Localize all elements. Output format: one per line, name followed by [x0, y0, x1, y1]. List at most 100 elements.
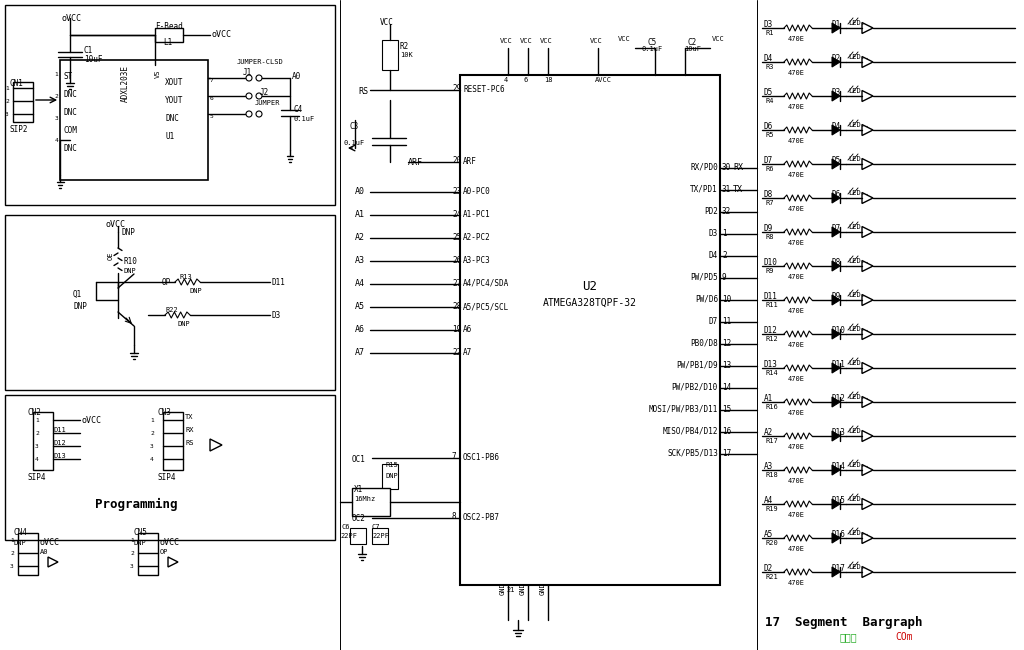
- Text: ARF: ARF: [408, 158, 423, 167]
- Text: 30: 30: [722, 163, 731, 172]
- Text: OP: OP: [160, 549, 169, 555]
- Text: R3: R3: [766, 64, 774, 70]
- Text: 14: 14: [722, 383, 731, 392]
- Text: F-Bead: F-Bead: [155, 22, 182, 31]
- Text: R15: R15: [385, 462, 397, 468]
- Text: D11: D11: [831, 360, 846, 369]
- Polygon shape: [862, 465, 873, 476]
- Text: CN3: CN3: [158, 408, 172, 417]
- Text: 0.1uF: 0.1uF: [294, 116, 315, 122]
- Text: 18: 18: [544, 77, 553, 83]
- Text: C7: C7: [372, 524, 381, 530]
- Polygon shape: [831, 465, 840, 475]
- Bar: [163, 412, 183, 470]
- Polygon shape: [210, 439, 222, 451]
- Text: 470E: 470E: [788, 172, 805, 178]
- Polygon shape: [862, 396, 873, 408]
- Text: D14: D14: [831, 462, 846, 471]
- Polygon shape: [862, 192, 873, 203]
- Text: RS: RS: [358, 87, 368, 96]
- Text: D3: D3: [764, 20, 773, 29]
- Text: LED: LED: [848, 156, 861, 162]
- Text: oVCC: oVCC: [62, 14, 82, 23]
- Text: TX/PD1: TX/PD1: [690, 185, 718, 194]
- Text: ST: ST: [63, 72, 73, 81]
- Text: oVCC: oVCC: [160, 538, 180, 547]
- Text: DNC: DNC: [165, 114, 179, 123]
- Bar: [382, 464, 398, 489]
- Bar: [5, 215, 335, 390]
- Text: A3-PC3: A3-PC3: [463, 256, 490, 265]
- Text: oVCC: oVCC: [212, 30, 232, 39]
- Text: 10uF: 10uF: [84, 55, 102, 64]
- Text: VS: VS: [155, 70, 161, 79]
- Text: 0.1uF: 0.1uF: [642, 46, 664, 52]
- Text: 23: 23: [452, 187, 461, 196]
- Text: D8: D8: [764, 190, 773, 199]
- Text: C2: C2: [688, 38, 697, 47]
- Text: DNP: DNP: [190, 288, 203, 294]
- Text: C4: C4: [294, 105, 303, 114]
- Text: A0: A0: [292, 72, 301, 81]
- Polygon shape: [831, 57, 840, 67]
- Text: JUMPER-CLSD: JUMPER-CLSD: [237, 59, 284, 65]
- Polygon shape: [831, 159, 840, 169]
- Text: D10: D10: [831, 326, 846, 335]
- Text: D3: D3: [272, 311, 282, 320]
- Text: 0.1uF: 0.1uF: [344, 140, 366, 146]
- Text: 1: 1: [722, 229, 727, 238]
- Text: L1: L1: [163, 38, 172, 47]
- Text: R4: R4: [766, 98, 774, 104]
- Text: 4: 4: [54, 138, 58, 143]
- Text: R20: R20: [766, 540, 778, 546]
- Text: DNC: DNC: [63, 90, 77, 99]
- Text: 4: 4: [35, 457, 39, 462]
- Bar: [352, 488, 390, 516]
- Text: PB0/D8: PB0/D8: [690, 339, 718, 348]
- Text: VCC: VCC: [712, 36, 725, 42]
- Text: R18: R18: [766, 472, 778, 478]
- Text: 11: 11: [722, 317, 731, 326]
- Polygon shape: [831, 193, 840, 203]
- Text: CN5: CN5: [133, 528, 146, 537]
- Bar: [13, 82, 33, 122]
- Text: 10K: 10K: [400, 52, 413, 58]
- Text: D13: D13: [54, 453, 67, 459]
- Text: A7: A7: [463, 348, 472, 357]
- Text: 2: 2: [150, 431, 154, 436]
- Text: LED..: LED..: [848, 530, 869, 536]
- Text: 9: 9: [722, 273, 727, 282]
- Text: A2: A2: [355, 233, 365, 242]
- Text: R9: R9: [766, 268, 774, 274]
- Text: 1: 1: [5, 86, 9, 91]
- Text: A7: A7: [355, 348, 365, 357]
- Text: C6: C6: [341, 524, 349, 530]
- Text: RX/PD0: RX/PD0: [690, 163, 718, 172]
- Polygon shape: [831, 23, 840, 33]
- Polygon shape: [862, 23, 873, 34]
- Text: D3: D3: [709, 229, 718, 238]
- Text: R5: R5: [766, 132, 774, 138]
- Text: 15: 15: [722, 405, 731, 414]
- Text: 1: 1: [130, 538, 134, 543]
- Text: DNP: DNP: [133, 540, 145, 546]
- Text: A1: A1: [764, 394, 773, 403]
- Text: 31: 31: [722, 185, 731, 194]
- Text: 2: 2: [5, 99, 9, 104]
- Text: 7: 7: [452, 452, 457, 461]
- Text: OSC2-PB7: OSC2-PB7: [463, 513, 500, 522]
- Text: 3: 3: [5, 112, 9, 117]
- Text: SCK/PB5/D13: SCK/PB5/D13: [667, 449, 718, 458]
- Text: DNC: DNC: [63, 144, 77, 153]
- Text: OE: OE: [108, 252, 114, 261]
- Text: 17: 17: [722, 449, 731, 458]
- Text: D6: D6: [831, 190, 842, 199]
- Text: RX: RX: [733, 163, 743, 172]
- Text: 17  Segment  Bargraph: 17 Segment Bargraph: [765, 616, 923, 629]
- Text: 21: 21: [506, 587, 514, 593]
- Polygon shape: [862, 90, 873, 101]
- Text: R1: R1: [766, 30, 774, 36]
- Polygon shape: [48, 557, 58, 567]
- Text: A5: A5: [355, 302, 365, 311]
- Text: C1: C1: [84, 46, 93, 55]
